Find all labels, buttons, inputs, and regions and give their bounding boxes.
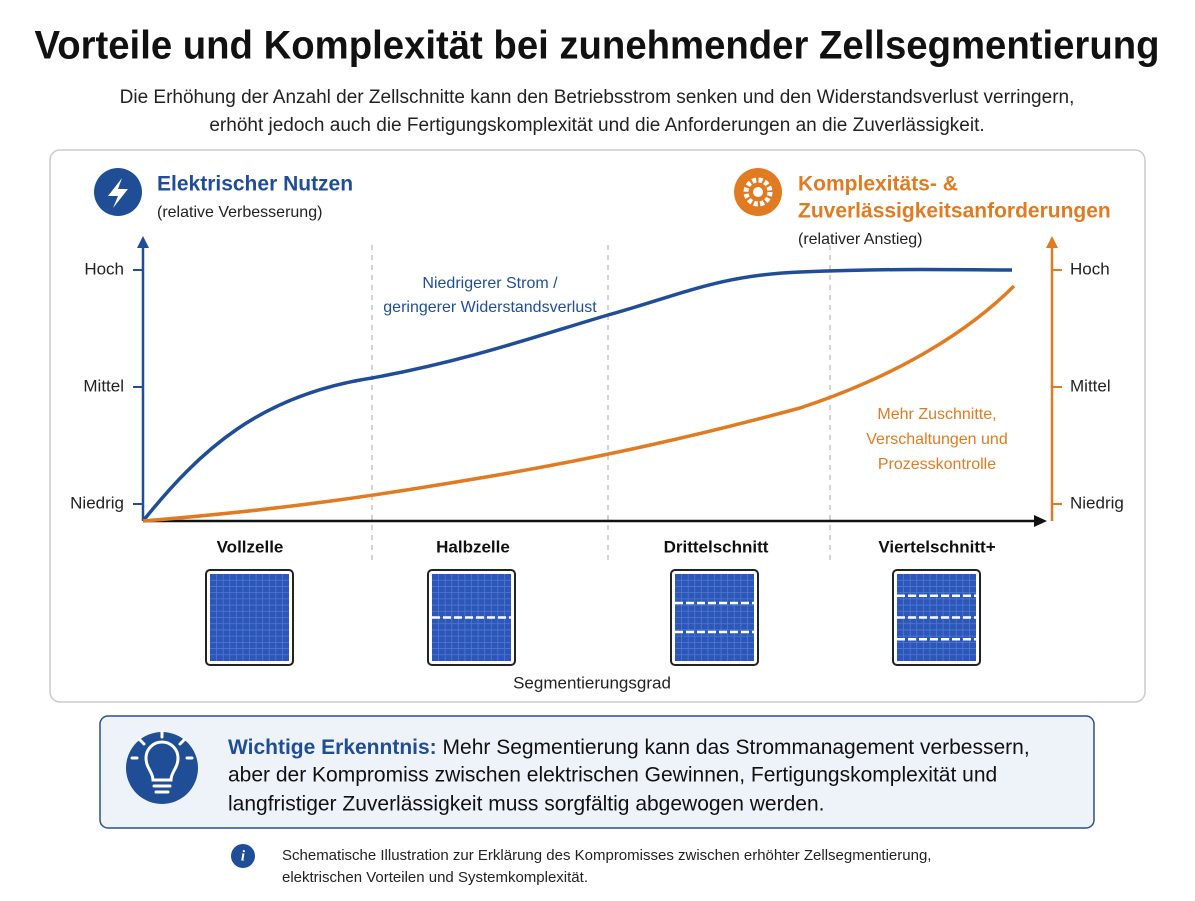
blue-annotation: Niedrigerer Strom / xyxy=(422,275,558,292)
insight-text: langfristiger Zuverlässigkeit muss sorgf… xyxy=(228,793,824,816)
insight-line: Wichtige Erkenntnis: Mehr Segmentierung … xyxy=(228,736,1030,759)
left-level: Niedrig xyxy=(70,493,124,512)
category: Vollzelle xyxy=(217,537,284,556)
right-level: Hoch xyxy=(1070,259,1110,278)
info-icon xyxy=(231,844,255,868)
category: Viertelschnitt+ xyxy=(878,537,995,556)
right-ticks xyxy=(1052,269,1062,505)
orange-annotation: Mehr Zuschnitte, xyxy=(877,406,996,423)
left-level: Mittel xyxy=(83,376,124,395)
right-axis-subtitle: (relativer Anstieg) xyxy=(798,231,923,248)
insight-label: Wichtige Erkenntnis: xyxy=(228,736,437,759)
chart-panel xyxy=(49,149,1146,703)
orange-annotation: Prozesskontrolle xyxy=(878,456,996,473)
category: Halbzelle xyxy=(436,537,510,556)
left-ticks xyxy=(133,269,143,505)
category: Drittelschnitt xyxy=(664,537,769,556)
right-level: Niedrig xyxy=(1070,493,1124,512)
footnote: elektrischen Vorteilen und Systemkomplex… xyxy=(282,869,588,886)
blue-annotation: geringerer Widerstandsverlust xyxy=(383,299,597,316)
subtitle: Die Erhöhung der Anzahl der Zellschnitte… xyxy=(120,87,1075,108)
gear-glyph xyxy=(743,177,773,207)
benefit-curve xyxy=(141,267,1013,523)
bulb-glyph xyxy=(130,730,194,794)
insight-text: aber der Kompromiss zwischen elektrische… xyxy=(228,764,997,787)
info-glyph: i xyxy=(241,848,246,864)
bolt-glyph xyxy=(108,178,128,208)
bulb-icon xyxy=(126,732,198,804)
left-axis-title: Elektrischer Nutzen xyxy=(157,173,353,196)
left-axis-subtitle: (relative Verbesserung) xyxy=(157,204,322,221)
right-level: Mittel xyxy=(1070,376,1111,395)
cells xyxy=(205,569,981,666)
orange-annotation: Verschaltungen und xyxy=(866,431,1007,448)
subtitle: erhöht jedoch auch die Fertigungskomplex… xyxy=(209,115,984,136)
title: Vorteile und Komplexität bei zunehmender… xyxy=(35,24,1160,68)
right-arrow xyxy=(1046,236,1058,248)
x-arrow xyxy=(1034,515,1047,527)
footnote: Schematische Illustration zur Erklärung … xyxy=(282,847,931,864)
insight-text: Mehr Segmentierung kann das Strommanagem… xyxy=(443,736,1030,759)
gear-center xyxy=(753,187,763,197)
left-arrow xyxy=(137,236,149,248)
left-level: Hoch xyxy=(84,259,124,278)
right-axis-title: Zuverlässigkeitsanforderungen xyxy=(798,200,1111,223)
right-axis-title: Komplexitäts- & xyxy=(798,173,958,196)
separators xyxy=(371,245,831,565)
complexity-curve xyxy=(142,284,1016,523)
insight-box xyxy=(99,715,1095,829)
x-axis-label: Segmentierungsgrad xyxy=(513,673,671,692)
